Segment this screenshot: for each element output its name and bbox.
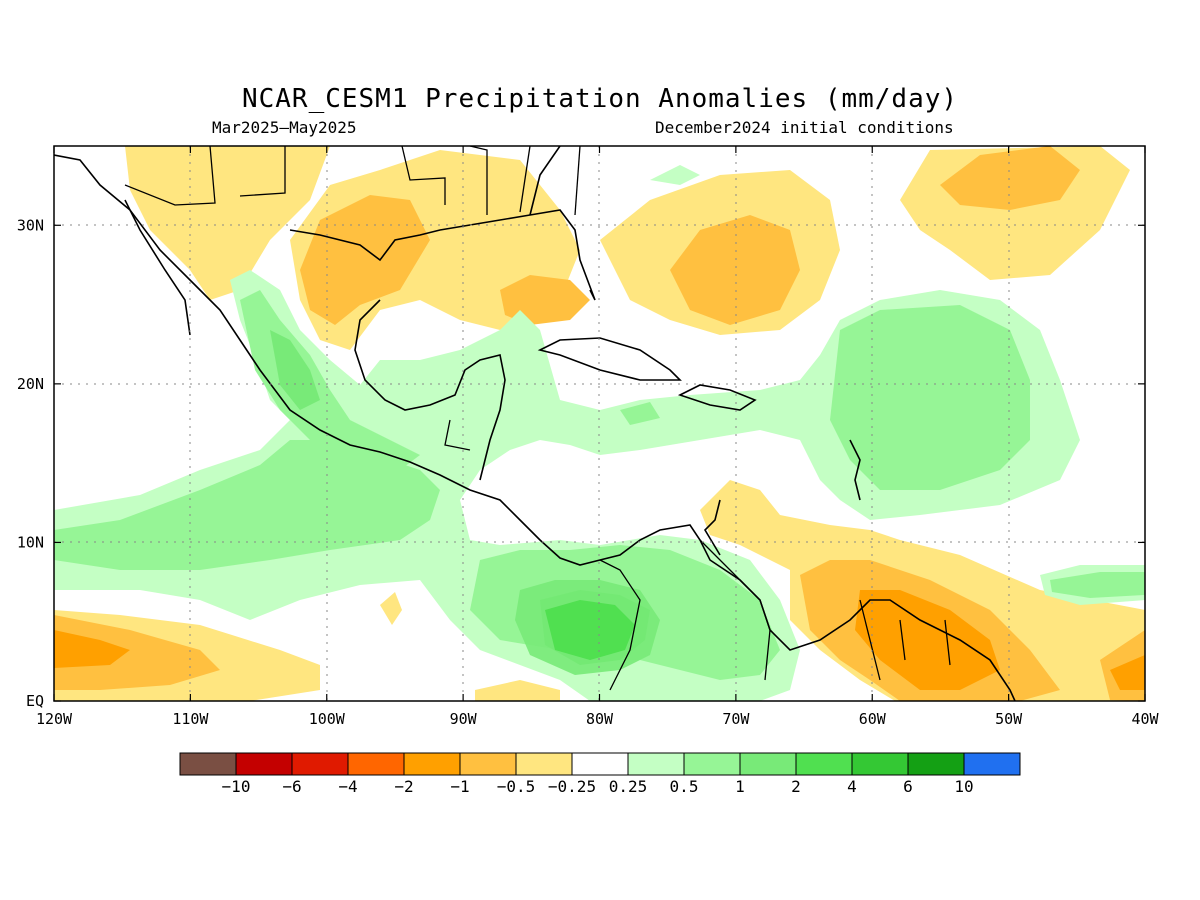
colorbar-swatch [963, 752, 1021, 776]
colorbar-label: −0.5 [497, 777, 536, 796]
colorbar-label: 0.25 [609, 777, 648, 796]
colorbar-swatch [347, 752, 405, 776]
x-tick-label: 110W [172, 710, 209, 728]
colorbar-label: 0.5 [670, 777, 699, 796]
colorbar-label: 4 [847, 777, 857, 796]
colorbar-swatch [291, 752, 349, 776]
colorbar-label: −1 [450, 777, 469, 796]
colorbar-label: −4 [338, 777, 357, 796]
x-tick-label: 60W [859, 710, 887, 728]
x-tick-label: 120W [36, 710, 73, 728]
map-title: NCAR_CESM1 Precipitation Anomalies (mm/d… [241, 84, 959, 114]
y-tick-label: 10N [17, 533, 44, 551]
colorbar-label: −0.25 [548, 777, 596, 796]
x-tick-label: 90W [450, 710, 478, 728]
y-tick-label: 20N [17, 375, 44, 393]
colorbar-label: −10 [222, 777, 251, 796]
colorbar-swatch [795, 752, 853, 776]
x-tick-label: 100W [309, 710, 346, 728]
x-tick-label: 80W [586, 710, 614, 728]
anomaly-field [54, 146, 1145, 701]
colorbar-label: −6 [282, 777, 301, 796]
forecast-period: Mar2025–May2025 [212, 118, 357, 137]
colorbar-swatch [627, 752, 685, 776]
colorbar-swatch [683, 752, 741, 776]
colorbar-label: 1 [735, 777, 745, 796]
y-tick-label: 30N [17, 216, 44, 234]
x-tick-label: 50W [995, 710, 1023, 728]
colorbar-swatch [851, 752, 909, 776]
colorbar-swatch [907, 752, 965, 776]
lat-lon-grid [54, 146, 1145, 701]
colorbar-swatch [179, 752, 237, 776]
colorbar-label: 2 [791, 777, 801, 796]
colorbar-label: 10 [954, 777, 973, 796]
colorbar-label: 6 [903, 777, 913, 796]
y-tick-label: EQ [26, 692, 44, 710]
axis-ticks: 120W 110W 100W 90W 80W 70W 60W 50W 40W EQ 10N 20N 30… [17, 146, 1160, 728]
x-tick-label: 40W [1131, 710, 1159, 728]
colorbar: −10 −6 −4 −2 −1 −0.5 −0.25 0.25 0.5 1 2 4 6 10 [179, 752, 1021, 796]
colorbar-swatch [571, 752, 629, 776]
colorbar-swatch [739, 752, 797, 776]
strong-dry-regions [54, 590, 1145, 690]
strong-wet-regions [270, 330, 660, 675]
colorbar-label: −2 [394, 777, 413, 796]
colorbar-swatch [235, 752, 293, 776]
colorbar-swatch [403, 752, 461, 776]
initial-conditions: December2024 initial conditions [655, 118, 954, 137]
colorbar-swatch [515, 752, 573, 776]
borders [124, 146, 951, 691]
colorbar-swatch [459, 752, 517, 776]
x-tick-label: 70W [722, 710, 750, 728]
